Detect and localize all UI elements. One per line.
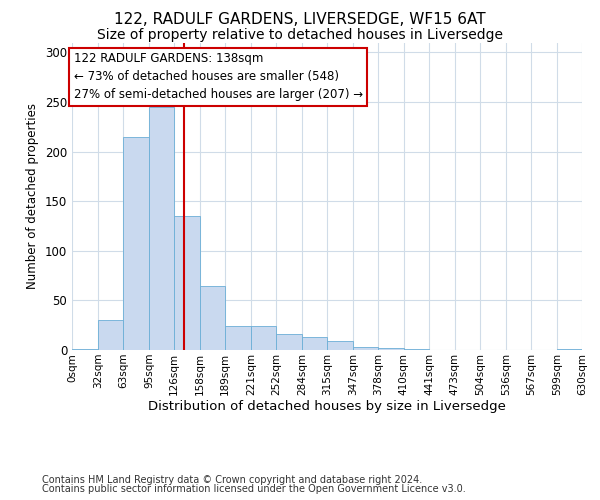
Bar	[123, 136, 149, 350]
Bar	[149, 107, 174, 350]
Bar	[404, 349, 429, 350]
Bar	[353, 347, 378, 350]
Bar	[200, 286, 225, 350]
Bar	[251, 326, 276, 350]
Bar	[378, 348, 404, 350]
Bar	[72, 349, 98, 350]
Bar	[276, 334, 302, 350]
Bar	[327, 341, 353, 350]
Text: Size of property relative to detached houses in Liversedge: Size of property relative to detached ho…	[97, 28, 503, 42]
Text: 122 RADULF GARDENS: 138sqm
← 73% of detached houses are smaller (548)
27% of sem: 122 RADULF GARDENS: 138sqm ← 73% of deta…	[74, 52, 363, 102]
Bar	[557, 349, 582, 350]
Text: Contains HM Land Registry data © Crown copyright and database right 2024.: Contains HM Land Registry data © Crown c…	[42, 475, 422, 485]
Text: 122, RADULF GARDENS, LIVERSEDGE, WF15 6AT: 122, RADULF GARDENS, LIVERSEDGE, WF15 6A…	[114, 12, 486, 28]
Bar	[174, 216, 200, 350]
Bar	[98, 320, 123, 350]
Bar	[225, 326, 251, 350]
X-axis label: Distribution of detached houses by size in Liversedge: Distribution of detached houses by size …	[148, 400, 506, 413]
Bar	[302, 337, 327, 350]
Y-axis label: Number of detached properties: Number of detached properties	[26, 104, 40, 289]
Text: Contains public sector information licensed under the Open Government Licence v3: Contains public sector information licen…	[42, 484, 466, 494]
